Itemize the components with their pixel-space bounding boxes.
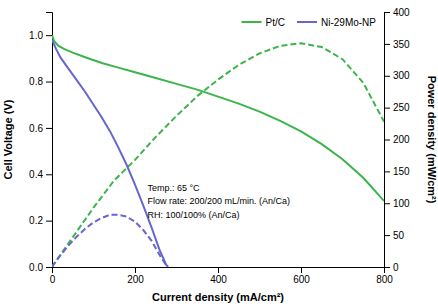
tick-label: 350 xyxy=(393,39,410,50)
x-axis: 0 200 400 600 800 xyxy=(50,267,394,285)
tick-label: 0 xyxy=(393,262,399,273)
tick-label: 0.6 xyxy=(29,123,43,134)
tick-mark xyxy=(384,267,390,268)
tick-mark xyxy=(46,82,52,83)
tick-label: 0.4 xyxy=(29,169,43,180)
legend-swatch xyxy=(297,21,317,23)
legend-label: Ni-29Mo-NP xyxy=(321,17,376,28)
tick: 0.2 xyxy=(29,215,52,226)
tick-mark xyxy=(46,267,52,268)
tick-label: 150 xyxy=(393,166,410,177)
tick-mark xyxy=(384,44,390,45)
tick-mark xyxy=(384,235,390,236)
tick-label: 300 xyxy=(393,70,410,81)
tick: 800 xyxy=(376,267,393,285)
x-axis-title: Current density (mA/cm²) xyxy=(152,291,284,303)
tick-mark xyxy=(384,108,390,109)
tick-label: 400 xyxy=(393,7,410,18)
tick: 0 xyxy=(384,262,399,273)
legend-swatch xyxy=(242,21,262,23)
tick: 400 xyxy=(384,7,410,18)
tick: 0.0 xyxy=(29,262,52,273)
tick: 0.4 xyxy=(29,169,52,180)
axis-line xyxy=(53,268,385,274)
tick: 0.6 xyxy=(29,123,52,134)
legend-item: Ni-29Mo-NP xyxy=(297,17,376,28)
tick-label: 0 xyxy=(50,274,56,285)
tick: 300 xyxy=(384,70,410,81)
tick: 400 xyxy=(210,267,227,285)
y2-axis: 0 50 100 150 200 250 300 350 400 xyxy=(384,7,410,273)
y2-axis-title: Power density (mW/cm²) xyxy=(426,76,438,204)
tick-label: 50 xyxy=(393,230,405,241)
tick: 200 xyxy=(384,134,410,145)
tick-mark xyxy=(135,267,136,273)
tick: 250 xyxy=(384,102,410,113)
tick: 50 xyxy=(384,230,405,241)
tick-mark xyxy=(384,203,390,204)
y-axis-title: Cell Voltage (V) xyxy=(2,99,14,179)
tick-label: 250 xyxy=(393,102,410,113)
annotation-line: RH: 100/100% (An/Ca) xyxy=(147,210,239,220)
tick-mark xyxy=(218,267,219,273)
axis-line xyxy=(46,13,53,268)
series-line xyxy=(52,215,166,267)
tick-mark xyxy=(46,35,52,36)
y-axis: 0.0 0.2 0.4 0.6 0.8 1.0 xyxy=(29,13,52,273)
tick-mark xyxy=(46,128,52,129)
annotation: Temp.: 65 °C Flow rate: 200/200 mL/min. (… xyxy=(147,183,290,220)
tick: 200 xyxy=(127,267,144,285)
tick-mark xyxy=(384,140,390,141)
tick-mark xyxy=(46,221,52,222)
tick-label: 200 xyxy=(127,274,144,285)
tick-label: 1.0 xyxy=(29,30,43,41)
plot: 0 200 400 600 800 0.0 0.2 0.4 0.6 0.8 1.0 0 50 100 150… xyxy=(29,7,410,285)
legend: Pt/C Ni-29Mo-NP xyxy=(242,17,377,28)
tick-mark xyxy=(384,171,390,172)
axis-line xyxy=(385,13,391,268)
tick-mark xyxy=(46,174,52,175)
annotation-line: Flow rate: 200/200 mL/min. (An/Ca) xyxy=(147,196,290,206)
tick-label: 100 xyxy=(393,198,410,209)
tick-mark xyxy=(384,76,390,77)
tick: 1.0 xyxy=(29,30,52,41)
tick-label: 800 xyxy=(376,274,393,285)
tick-label: 600 xyxy=(293,274,310,285)
tick: 0.8 xyxy=(29,76,52,87)
legend-label: Pt/C xyxy=(266,17,285,28)
tick: 600 xyxy=(293,267,310,285)
lines xyxy=(52,35,384,267)
series-line xyxy=(52,43,384,267)
tick-label: 0.2 xyxy=(29,215,43,226)
tick-label: 200 xyxy=(393,134,410,145)
tick-label: 0.0 xyxy=(29,262,43,273)
tick-label: 400 xyxy=(210,274,227,285)
tick-mark xyxy=(301,267,302,273)
tick: 0 xyxy=(50,267,56,285)
tick-label: 0.8 xyxy=(29,76,43,87)
series-line xyxy=(52,40,168,267)
tick: 100 xyxy=(384,198,410,209)
legend-item: Pt/C xyxy=(242,17,285,28)
tick: 350 xyxy=(384,39,410,50)
tick-mark xyxy=(384,12,390,13)
tick: 150 xyxy=(384,166,410,177)
annotation-line: Temp.: 65 °C xyxy=(147,183,200,193)
chart: 0 200 400 600 800 0.0 0.2 0.4 0.6 0.8 1.0 0 50 100 150… xyxy=(0,0,438,307)
